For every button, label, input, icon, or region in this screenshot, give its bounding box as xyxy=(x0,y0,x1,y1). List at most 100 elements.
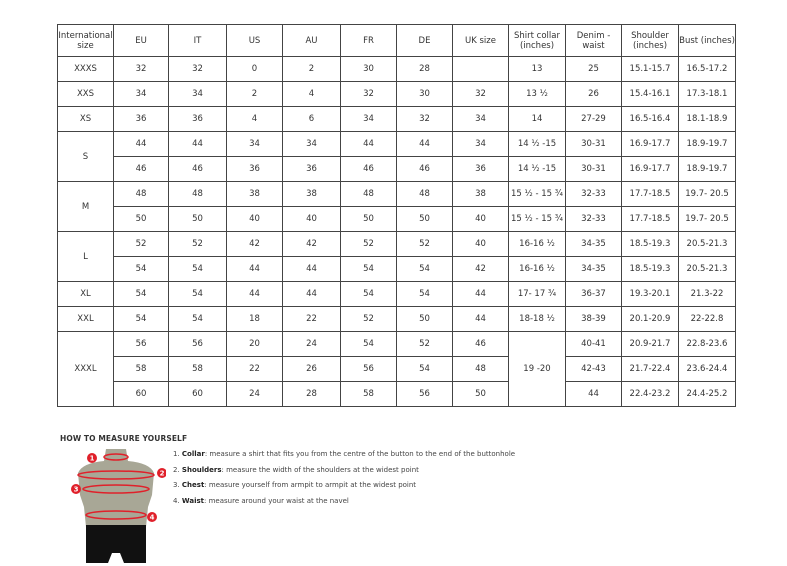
table-cell: 54 xyxy=(396,256,453,282)
table-cell: 18-18 ½ xyxy=(508,306,566,332)
table-cell: 16-16 ½ xyxy=(508,231,566,257)
table-cell: 38-39 xyxy=(565,306,622,332)
table-cell: 14 ½ -15 xyxy=(508,131,566,157)
table-cell: 20 xyxy=(226,331,283,357)
marker-4: 4 xyxy=(150,514,155,522)
table-cell: 22-22.8 xyxy=(678,306,736,332)
column-header: Shoulder (inches) xyxy=(621,24,679,57)
table-cell: 54 xyxy=(340,256,397,282)
table-cell: 30 xyxy=(396,81,453,107)
table-cell: 34 xyxy=(113,81,169,107)
international-size-cell: L xyxy=(57,231,114,282)
table-cell: 50 xyxy=(452,381,509,407)
table-cell: 30 xyxy=(340,56,397,82)
table-cell: 36 xyxy=(113,106,169,132)
table-cell: 40 xyxy=(226,206,283,232)
table-row: 58 58 22 26 56 54 48 42-43 21.7-22.4 23.6-24.4 xyxy=(58,356,736,382)
table-cell: 16.9-17.7 xyxy=(621,156,679,182)
shorts-shape xyxy=(86,525,146,563)
table-cell: 44 xyxy=(282,281,341,307)
table-cell: 50 xyxy=(340,206,397,232)
table-cell: 4 xyxy=(282,81,341,107)
table-cell: 58 xyxy=(113,356,169,382)
column-header: Shirt collar (inches) xyxy=(508,24,566,57)
table-cell: 50 xyxy=(168,206,227,232)
table-cell: 28 xyxy=(282,381,341,407)
table-cell: 38 xyxy=(452,181,509,207)
table-cell: 23.6-24.4 xyxy=(678,356,736,382)
table-cell: 18.9-19.7 xyxy=(678,131,736,157)
table-cell: 44 xyxy=(282,256,341,282)
column-header: EU xyxy=(113,24,169,57)
table-cell: 20.9-21.7 xyxy=(621,331,679,357)
table-cell xyxy=(452,56,509,82)
table-cell: 18.9-19.7 xyxy=(678,156,736,182)
table-cell: 21.3-22 xyxy=(678,281,736,307)
international-size-cell: XXS xyxy=(57,81,114,107)
table-cell: 20.5-21.3 xyxy=(678,256,736,282)
table-cell: 54 xyxy=(340,331,397,357)
table-cell: 56 xyxy=(396,381,453,407)
table-row: XL 54 54 44 44 54 54 44 17- 17 ¾ 36-37 19.3-20.1 21… xyxy=(57,281,736,307)
table-cell: 44 xyxy=(452,281,509,307)
table-cell: 16.5-17.2 xyxy=(678,56,736,82)
table-cell: 32 xyxy=(113,56,169,82)
table-row: 54 54 44 44 54 54 42 16-16 ½ 34-35 18.5-19.3 20.5-… xyxy=(58,256,736,282)
table-cell: 52 xyxy=(113,231,169,257)
table-cell: 13 xyxy=(508,56,566,82)
table-cell: 38 xyxy=(282,181,341,207)
table-cell: 44 xyxy=(113,131,169,157)
table-cell: 16.9-17.7 xyxy=(621,131,679,157)
international-size-cell: XL xyxy=(57,281,114,307)
table-cell: 34 xyxy=(226,131,283,157)
table-cell: 13 ½ xyxy=(508,81,566,107)
table-cell: 54 xyxy=(113,256,169,282)
table-cell: 17.7-18.5 xyxy=(621,181,679,207)
column-header: International size xyxy=(57,24,114,57)
table-cell: 48 xyxy=(113,181,169,207)
table-cell: 19.7- 20.5 xyxy=(678,206,736,232)
table-cell: 15 ½ - 15 ¾ xyxy=(508,206,566,232)
table-cell: 28 xyxy=(396,56,453,82)
table-cell: 22 xyxy=(282,306,341,332)
table-cell: 32-33 xyxy=(565,206,622,232)
table-row: 50 50 40 40 50 50 40 15 ½ - 15 ¾ 32-33 17.7-18.5 1… xyxy=(58,206,736,232)
table-cell: 34 xyxy=(168,81,227,107)
table-cell: 2 xyxy=(282,56,341,82)
table-cell: 52 xyxy=(396,231,453,257)
torso-shape xyxy=(78,449,154,527)
column-header: IT xyxy=(168,24,227,57)
table-cell: 54 xyxy=(396,356,453,382)
table-cell: 46 xyxy=(396,156,453,182)
table-cell: 15.4-16.1 xyxy=(621,81,679,107)
table-row: 60 60 24 28 58 56 50 44 22.4-23.2 24.4-25.2 xyxy=(58,381,736,407)
size-chart-table: International size EU IT US AU FR DE UK size Shi… xyxy=(57,24,736,407)
table-cell: 24 xyxy=(226,381,283,407)
table-cell: 22.4-23.2 xyxy=(621,381,679,407)
table-cell: 38 xyxy=(226,181,283,207)
international-size-cell: S xyxy=(57,131,114,182)
table-cell: 54 xyxy=(168,281,227,307)
table-cell: 44 xyxy=(340,131,397,157)
collar-merged-cell: 19 -20 xyxy=(508,331,566,407)
table-cell: 18.5-19.3 xyxy=(621,256,679,282)
instruction-chest: 3. Chest: measure yourself from armpit t… xyxy=(173,481,417,489)
table-cell: 54 xyxy=(168,306,227,332)
table-cell: 16-16 ½ xyxy=(508,256,566,282)
instruction-shoulders: 2. Shoulders: measure the width of the s… xyxy=(173,465,419,474)
table-cell: 34 xyxy=(452,106,509,132)
table-cell: 40 xyxy=(452,206,509,232)
table-cell: 58 xyxy=(168,356,227,382)
table-row: S 44 44 34 34 44 44 34 14 ½ -15 30-31 16.9-17.7 18.… xyxy=(57,131,736,182)
table-cell: 44 xyxy=(226,281,283,307)
table-row: 46 46 36 36 46 46 36 14 ½ -15 30-31 16.9-17.7 18.9… xyxy=(58,156,736,182)
table-cell: 18.5-19.3 xyxy=(621,231,679,257)
international-size-cell: XXXS xyxy=(57,56,114,82)
table-cell: 17- 17 ¾ xyxy=(508,281,566,307)
table-cell: 16.5-16.4 xyxy=(621,106,679,132)
international-size-cell: XXXL xyxy=(57,331,114,407)
table-cell: 50 xyxy=(113,206,169,232)
table-cell: 27-29 xyxy=(565,106,622,132)
table-cell: 19.3-20.1 xyxy=(621,281,679,307)
table-cell: 54 xyxy=(113,281,169,307)
